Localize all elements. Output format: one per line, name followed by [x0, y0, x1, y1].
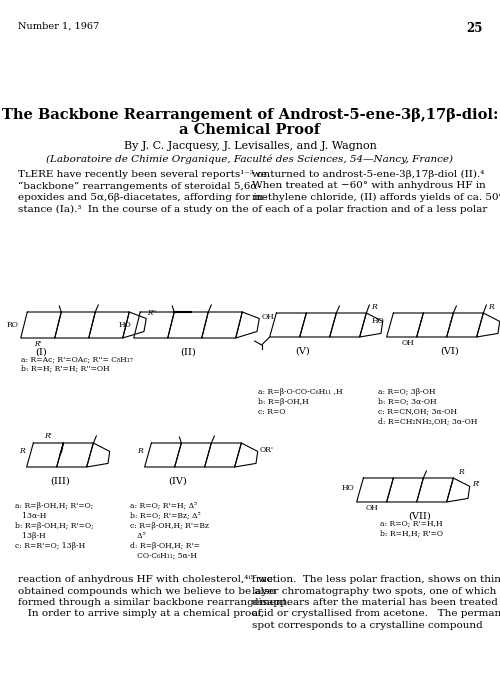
Text: we turned to androst-5-ene-3β,17β-diol (II).⁴: we turned to androst-5-ene-3β,17β-diol (…	[252, 170, 484, 179]
Text: acid or crystallised from acetone.   The permanent: acid or crystallised from acetone. The p…	[252, 610, 500, 619]
Text: reaction of anhydrous HF with cholesterol,⁴ⁱ⁵ we: reaction of anhydrous HF with cholestero…	[18, 575, 273, 584]
Text: RO: RO	[7, 321, 19, 329]
Text: b: R=β-OH,H: b: R=β-OH,H	[258, 398, 309, 406]
Text: OH: OH	[402, 339, 414, 347]
Text: By J. C. Jacquesy, J. Levisalles, and J. Wagnon: By J. C. Jacquesy, J. Levisalles, and J.…	[124, 141, 376, 151]
Text: stance (Ia).³  In the course of a study on the: stance (Ia).³ In the course of a study o…	[18, 205, 249, 214]
Text: OH: OH	[261, 313, 274, 321]
Text: d: R=β-OH,H; R'=: d: R=β-OH,H; R'=	[130, 542, 200, 550]
Text: obtained compounds which we believe to be also: obtained compounds which we believe to b…	[18, 587, 276, 596]
Text: of each of a polar fraction and of a less polar: of each of a polar fraction and of a les…	[252, 205, 488, 214]
Text: a: R=β-OH,H; R'=O;: a: R=β-OH,H; R'=O;	[15, 502, 94, 510]
Text: spot corresponds to a crystalline compound: spot corresponds to a crystalline compou…	[252, 621, 483, 630]
Text: “backbone” rearrangements of steroidal 5,6α-: “backbone” rearrangements of steroidal 5…	[18, 182, 261, 191]
Text: b: R=O; 3α-OH: b: R=O; 3α-OH	[378, 398, 436, 406]
Text: HO: HO	[119, 321, 132, 329]
Text: c: R=O: c: R=O	[258, 408, 285, 416]
Text: c: R=β-OH,H; R'=Bz: c: R=β-OH,H; R'=Bz	[130, 522, 209, 530]
Text: (I): (I)	[35, 348, 47, 357]
Text: OR': OR'	[260, 446, 274, 454]
Text: R': R'	[34, 340, 42, 348]
Text: c: R=CN,OH; 3α-OH: c: R=CN,OH; 3α-OH	[378, 408, 457, 416]
Text: When treated at −60° with anhydrous HF in: When treated at −60° with anhydrous HF i…	[252, 182, 486, 191]
Text: (IV): (IV)	[168, 477, 188, 486]
Text: b: R=β-OH,H; R'=O;: b: R=β-OH,H; R'=O;	[15, 522, 94, 530]
Text: a: R=O; R'=H,H: a: R=O; R'=H,H	[380, 520, 442, 528]
Text: R'': R''	[147, 309, 156, 317]
Text: CO·C₆H₁₁; 5α-H: CO·C₆H₁₁; 5α-H	[130, 552, 197, 560]
Text: The Backbone Rearrangement of Androst-5-ene-3β,17β-diol:: The Backbone Rearrangement of Androst-5-…	[2, 108, 498, 122]
Text: a: R=O; R'=H; Δ⁵: a: R=O; R'=H; Δ⁵	[130, 502, 197, 510]
Text: (II): (II)	[180, 348, 196, 357]
Text: R: R	[19, 448, 24, 455]
Text: R': R'	[472, 480, 480, 488]
Text: methylene chloride, (II) affords yields of ca. 50%: methylene chloride, (II) affords yields …	[252, 193, 500, 202]
Text: Number 1, 1967: Number 1, 1967	[18, 22, 99, 31]
Text: (III): (III)	[50, 477, 70, 486]
Text: (VI): (VI)	[440, 347, 460, 356]
Text: formed through a similar backbone rearrangement.: formed through a similar backbone rearra…	[18, 598, 290, 607]
Text: b: R=H; R'=H; R''=OH: b: R=H; R'=H; R''=OH	[21, 365, 110, 373]
Text: (Laboratoire de Chimie Organique, Faculté des Sciences, 54—Nancy, France): (Laboratoire de Chimie Organique, Facult…	[46, 154, 454, 164]
Text: HO: HO	[342, 484, 354, 491]
Text: HO: HO	[372, 317, 384, 326]
Text: layer chromatography two spots, one of which: layer chromatography two spots, one of w…	[252, 587, 496, 596]
Text: (V): (V)	[296, 347, 310, 356]
Text: 13β-H: 13β-H	[15, 532, 46, 540]
Text: R: R	[458, 468, 464, 476]
Text: R: R	[137, 448, 142, 455]
Text: c: R=R'=O; 13β-H: c: R=R'=O; 13β-H	[15, 542, 85, 550]
Text: epoxides and 5α,6β-diacetates, affording for in-: epoxides and 5α,6β-diacetates, affording…	[18, 193, 267, 202]
Text: fraction.  The less polar fraction, shows on thin-: fraction. The less polar fraction, shows…	[252, 575, 500, 584]
Text: (VII): (VII)	[408, 512, 432, 521]
Text: TʟERE have recently been several reports¹⁻³ on: TʟERE have recently been several reports…	[18, 170, 270, 179]
Text: R: R	[488, 303, 494, 311]
Text: In order to arrive simply at a chemical proof,: In order to arrive simply at a chemical …	[18, 610, 264, 619]
Text: d: R=CH₂NH₂,OH; 3α-OH: d: R=CH₂NH₂,OH; 3α-OH	[378, 418, 478, 426]
Text: a: R=O; 3β-OH: a: R=O; 3β-OH	[378, 388, 436, 396]
Text: R: R	[371, 303, 376, 311]
Text: 13α-H: 13α-H	[15, 512, 46, 520]
Text: b: R=H,H; R'=O: b: R=H,H; R'=O	[380, 530, 443, 538]
Text: b: R=O; R'=Bz; Δ⁵: b: R=O; R'=Bz; Δ⁵	[130, 512, 200, 520]
Text: R': R'	[44, 432, 52, 440]
Text: a: R=β-O·CO-C₆H₁₁ ,H: a: R=β-O·CO-C₆H₁₁ ,H	[258, 388, 342, 396]
Text: a: R=Ac; R'=OAc; R''= C₈H₁₇: a: R=Ac; R'=OAc; R''= C₈H₁₇	[21, 356, 132, 364]
Text: Δ⁵: Δ⁵	[130, 532, 146, 540]
Text: 25: 25	[466, 22, 483, 35]
Text: a Chemical Proof: a Chemical Proof	[180, 123, 320, 137]
Text: OH: OH	[366, 504, 378, 512]
Text: disappears after the material has been treated with: disappears after the material has been t…	[252, 598, 500, 607]
